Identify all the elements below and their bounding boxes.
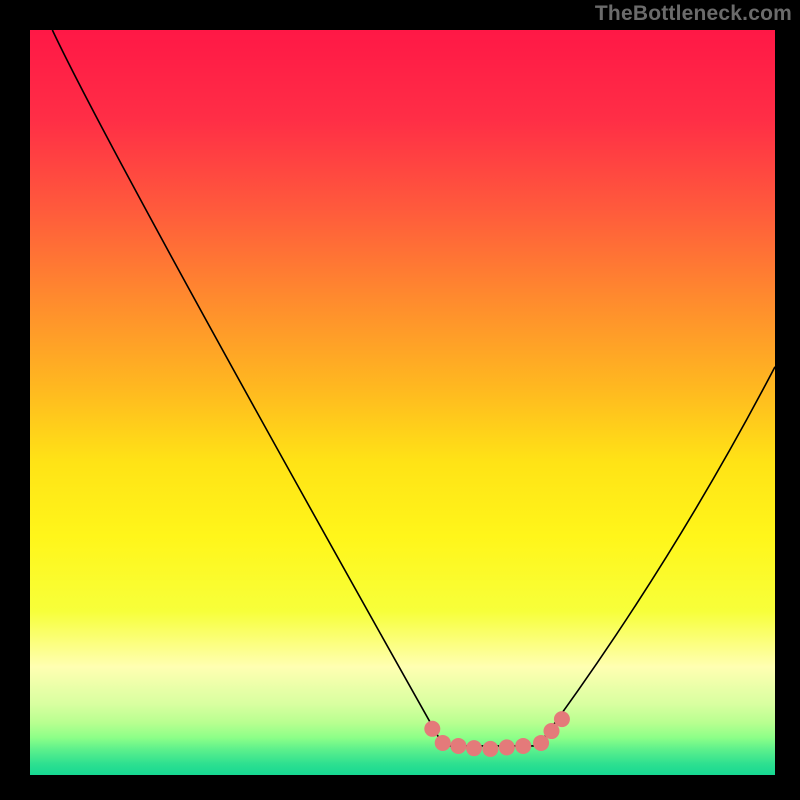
marker-dot bbox=[515, 738, 531, 754]
marker-dot bbox=[450, 738, 466, 754]
marker-dot bbox=[499, 739, 515, 755]
marker-group bbox=[424, 711, 570, 757]
plot-area bbox=[30, 30, 775, 775]
bottleneck-curve bbox=[52, 30, 775, 746]
marker-dot bbox=[554, 711, 570, 727]
curve-layer bbox=[30, 30, 775, 775]
marker-dot bbox=[435, 735, 451, 751]
marker-dot bbox=[466, 740, 482, 756]
watermark-text: TheBottleneck.com bbox=[595, 2, 792, 26]
marker-dot bbox=[482, 741, 498, 757]
marker-dot bbox=[424, 721, 440, 737]
